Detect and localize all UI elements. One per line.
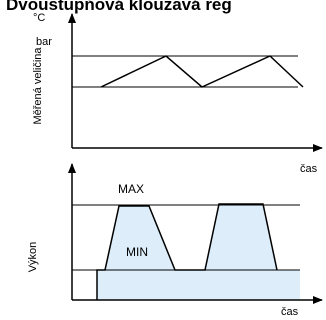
bottom-chart xyxy=(68,163,323,304)
bottom-x-axis-label: čas xyxy=(281,306,299,318)
max-label: MAX xyxy=(118,182,145,196)
top-unit-celsius: °C xyxy=(33,12,46,24)
top-unit-bar: bar xyxy=(36,36,52,48)
bottom-y-axis-label: Výkon xyxy=(27,241,39,273)
min-label: MIN xyxy=(126,245,148,259)
top-y-axis-label: Měřená veličina xyxy=(32,47,44,125)
power-area xyxy=(97,204,300,300)
diagram-title: Dvoustupňová klouzavá reg xyxy=(6,0,232,14)
top-x-axis-label: čas xyxy=(300,163,318,175)
measured-value-curve xyxy=(100,55,304,88)
power-curve xyxy=(96,203,278,300)
top-chart xyxy=(68,13,323,152)
